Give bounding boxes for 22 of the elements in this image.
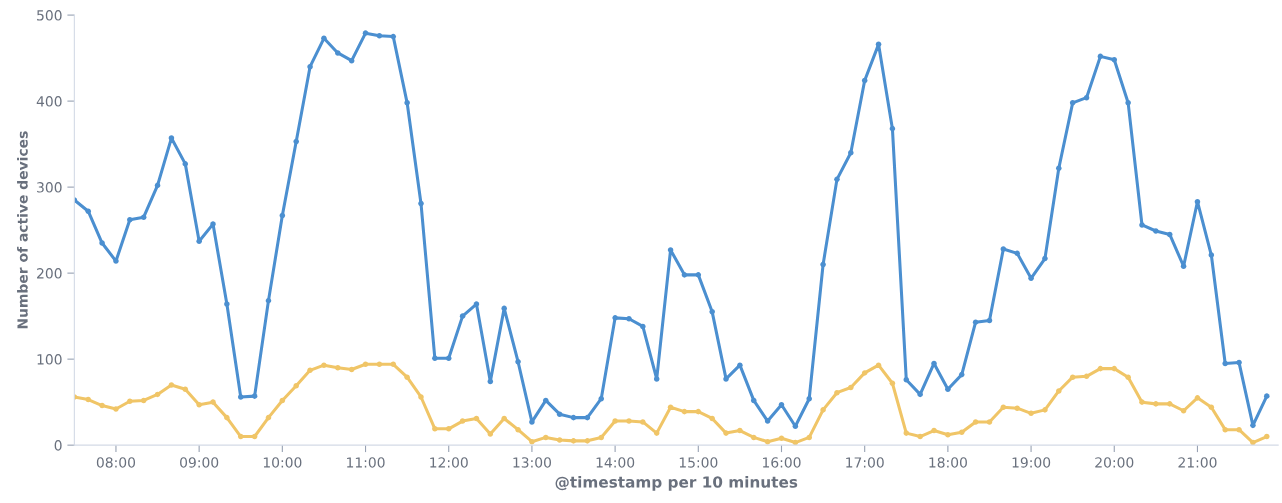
y-tick-label: 500	[37, 10, 62, 21]
x-tick-label: 11:00	[347, 457, 385, 468]
x-tick-label: 17:00	[846, 457, 884, 468]
y-tick-label: 100	[37, 354, 62, 365]
x-axis-title: @timestamp per 10 minutes	[555, 475, 798, 491]
x-tick-label: 08:00	[96, 457, 136, 468]
x-tick-label: 19:00	[1012, 457, 1051, 468]
x-tick-label: 12:00	[430, 457, 468, 468]
x-tick-label: 14:00	[596, 457, 635, 468]
y-tick-label: 300	[37, 182, 62, 193]
x-tick-label: 09:00	[180, 457, 219, 468]
x-tick-label: 16:00	[763, 457, 801, 468]
y-axis-title: Number of active devices	[17, 131, 28, 329]
x-tick-label: 21:00	[1178, 457, 1217, 468]
y-tick-label: 400	[36, 96, 62, 107]
y-tick-label: 200	[37, 268, 62, 279]
x-tick-label: 20:00	[1095, 457, 1134, 468]
x-tick-label: 10:00	[263, 457, 302, 468]
x-tick-label: 13:00	[513, 457, 552, 468]
x-tick-label: 15:00	[679, 457, 718, 468]
y-tick-label: 0	[54, 440, 62, 451]
x-tick-label: 18:00	[929, 457, 967, 468]
